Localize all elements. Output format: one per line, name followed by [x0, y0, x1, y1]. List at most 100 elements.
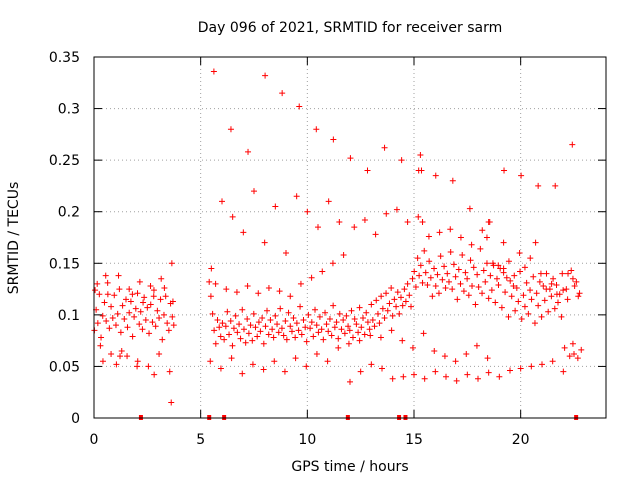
- data-point: [144, 304, 151, 311]
- data-point: [393, 303, 400, 310]
- data-point: [142, 317, 149, 324]
- data-point: [523, 279, 530, 286]
- data-point: [229, 213, 236, 220]
- data-point: [297, 280, 304, 287]
- data-point: [283, 336, 290, 343]
- data-point: [500, 239, 507, 246]
- data-point: [400, 373, 407, 380]
- data-point: [421, 247, 428, 254]
- data-point: [569, 275, 576, 282]
- data-point: [453, 377, 460, 384]
- data-point: [412, 284, 419, 291]
- data-point: [131, 313, 138, 320]
- data-point: [211, 327, 218, 334]
- data-point: [152, 323, 159, 330]
- data-point: [443, 373, 449, 380]
- data-point: [212, 340, 219, 347]
- y-axis-label: SRMTID / TECUs: [6, 182, 22, 295]
- data-point: [535, 302, 542, 309]
- data-point: [345, 323, 352, 330]
- data-point: [305, 311, 312, 318]
- data-point: [548, 293, 555, 300]
- data-point: [429, 293, 436, 300]
- data-point: [464, 275, 471, 282]
- data-point: [355, 329, 362, 336]
- data-point: [565, 270, 572, 277]
- y-tick-label: 0.05: [49, 359, 80, 375]
- data-point: [381, 144, 388, 151]
- data-point: [236, 321, 243, 328]
- data-point: [267, 317, 274, 324]
- data-point: [374, 310, 381, 317]
- data-point: [140, 299, 147, 306]
- data-point: [573, 278, 580, 285]
- data-point: [295, 327, 302, 334]
- data-point: [325, 328, 332, 335]
- data-point: [168, 399, 175, 406]
- data-point: [469, 282, 476, 289]
- data-point: [492, 299, 499, 306]
- data-point: [346, 327, 353, 334]
- data-point: [164, 320, 171, 327]
- data-point: [418, 167, 425, 174]
- data-point: [214, 317, 221, 324]
- data-point: [141, 294, 148, 301]
- data-point: [459, 252, 466, 259]
- data-point: [209, 310, 216, 317]
- data-point: [475, 375, 481, 382]
- data-point: [474, 271, 481, 278]
- data-point: [445, 278, 452, 285]
- data-point: [287, 293, 294, 300]
- data-point: [538, 313, 545, 320]
- data-point: [272, 312, 279, 319]
- data-point: [383, 290, 390, 297]
- data-point: [260, 340, 267, 347]
- data-point: [361, 216, 368, 223]
- data-point: [297, 303, 304, 310]
- data-point: [393, 206, 400, 213]
- data-point: [162, 293, 169, 300]
- data-point: [316, 313, 323, 320]
- data-point: [331, 324, 338, 331]
- data-point: [166, 368, 173, 375]
- data-point: [437, 253, 444, 260]
- data-point: [485, 369, 492, 376]
- data-point: [394, 289, 401, 296]
- data-point: [250, 310, 257, 317]
- data-point: [568, 267, 575, 274]
- data-point: [282, 318, 289, 325]
- data-point: [226, 331, 233, 338]
- data-point: [489, 260, 496, 267]
- data-point: [349, 334, 356, 341]
- data-point: [452, 273, 459, 280]
- data-point: [383, 210, 390, 217]
- data-point: [245, 148, 252, 155]
- data-point: [483, 260, 490, 267]
- data-point: [318, 326, 325, 333]
- data-point: [404, 280, 411, 287]
- data-point: [265, 331, 272, 338]
- data-point: [139, 326, 146, 333]
- data-point: [545, 308, 552, 315]
- data-point: [351, 224, 358, 231]
- data-point: [510, 282, 517, 289]
- data-point: [335, 335, 342, 342]
- plot-frame: [93, 56, 607, 419]
- data-point: [353, 321, 360, 328]
- data-point: [376, 320, 383, 327]
- data-point: [466, 205, 473, 212]
- data-point: [117, 353, 124, 360]
- data-point: [244, 315, 251, 322]
- data-point: [361, 331, 368, 338]
- data-point: [424, 281, 431, 288]
- data-point: [563, 286, 570, 293]
- data-point: [564, 296, 571, 303]
- data-point: [368, 361, 375, 368]
- data-point: [470, 264, 477, 271]
- data-point: [457, 234, 464, 241]
- data-point: [527, 287, 534, 294]
- data-point: [574, 355, 581, 362]
- data-point: [432, 172, 439, 179]
- data-point: [360, 314, 367, 321]
- data-point: [269, 326, 276, 333]
